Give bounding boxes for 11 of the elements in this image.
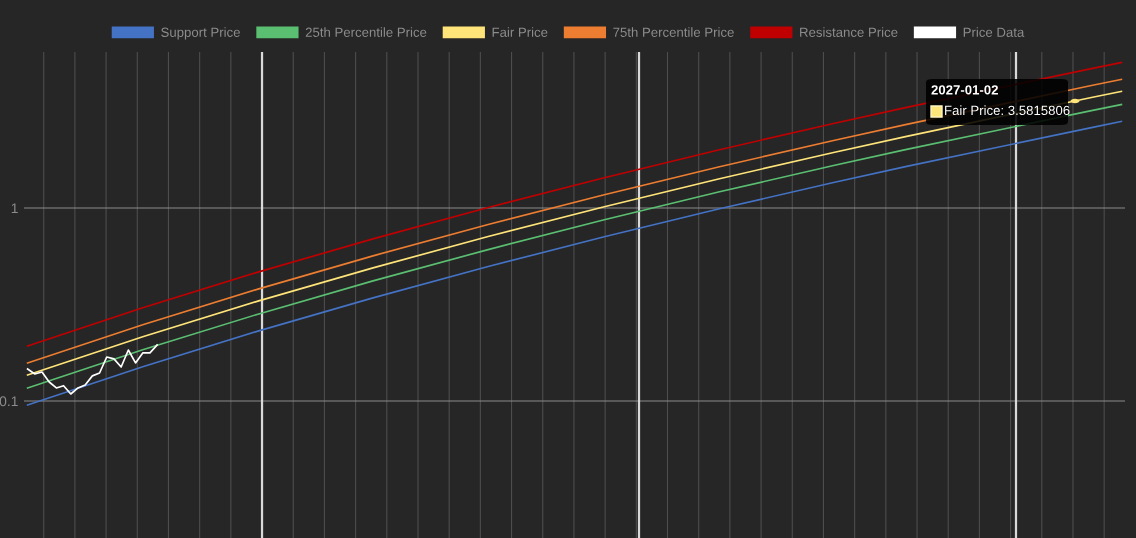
legend-label: Resistance Price [800,27,898,37]
annotation: Fair Price: 3.5815806 [945,105,1070,116]
legend-label: 25th Percentile Price [305,27,427,37]
legend-label: Support Price [161,27,240,40]
line-series [26,344,158,395]
y-tick-label: 0.1 [0,396,18,407]
annotation: 2027-01-02 [931,85,998,95]
legend-label: Fair Price [492,27,548,37]
legend-label: Price Data [963,27,1025,37]
legend-label: 75th Percentile Price [613,27,734,37]
y-tick-label: 1 [11,203,18,214]
